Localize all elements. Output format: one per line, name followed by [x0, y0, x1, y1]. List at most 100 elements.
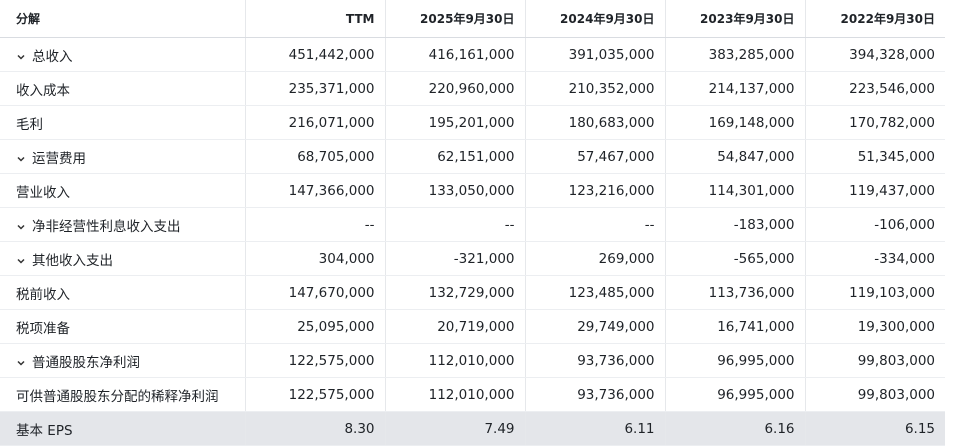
expand-chevron[interactable]: [16, 222, 26, 232]
value-cell: 119,103,000: [804, 275, 945, 310]
row-label-cell: 净非经营性利息收入支出: [0, 207, 245, 242]
row-label-cell: 税项准备: [0, 309, 245, 344]
value-cell: 51,345,000: [804, 139, 945, 174]
value-cell: 113,736,000: [664, 275, 805, 310]
value-cell: 96,995,000: [664, 377, 805, 412]
value-cell: 133,050,000: [384, 173, 525, 208]
chevron-path: [17, 156, 25, 162]
value-cell: 99,803,000: [804, 377, 945, 412]
value-cell: 25,095,000: [244, 309, 385, 344]
value-cell: 54,847,000: [664, 139, 805, 174]
header-cell: 2024年9月30日: [524, 0, 665, 38]
value-cell: 195,201,000: [384, 105, 525, 140]
value-cell: 19,300,000: [804, 309, 945, 344]
row-label: 税前收入: [16, 286, 70, 303]
row-label-cell: 其他收入支出: [0, 241, 245, 276]
table-row: 净非经营性利息收入支出 -- -- -- -183,000 -106,000: [0, 207, 945, 242]
value-cell: 93,736,000: [524, 377, 665, 412]
value-cell: -106,000: [804, 207, 945, 242]
value-cell: 112,010,000: [384, 343, 525, 378]
expand-chevron[interactable]: [16, 358, 26, 368]
table-row: 税前收入 147,670,000 132,729,000 123,485,000 113…: [0, 275, 945, 310]
value-cell: 451,442,000: [244, 37, 385, 72]
table-row: 运营费用 68,705,000 62,151,000 57,467,000 54,847…: [0, 139, 945, 174]
header-cell: TTM: [244, 0, 385, 38]
value-cell: 214,137,000: [664, 71, 805, 106]
row-label-cell: 收入成本: [0, 71, 245, 106]
expand-chevron[interactable]: [16, 52, 26, 62]
value-cell: 123,216,000: [524, 173, 665, 208]
chevron-path: [17, 224, 25, 230]
row-label-cell: 普通股股东净利润: [0, 343, 245, 378]
row-label: 收入成本: [16, 82, 70, 99]
value-cell: 220,960,000: [384, 71, 525, 106]
value-cell: 132,729,000: [384, 275, 525, 310]
row-label: 总收入: [32, 48, 73, 65]
value-cell: --: [524, 207, 665, 242]
value-cell: 416,161,000: [384, 37, 525, 72]
value-cell: --: [244, 207, 385, 242]
row-label: 运营费用: [32, 150, 86, 167]
chevron-path: [17, 258, 25, 264]
row-label: 普通股股东净利润: [32, 354, 140, 371]
value-cell: 147,670,000: [244, 275, 385, 310]
row-label-cell: 运营费用: [0, 139, 245, 174]
row-label: 可供普通股股东分配的稀释净利润: [16, 388, 219, 405]
value-cell: 122,575,000: [244, 343, 385, 378]
row-label-cell: 税前收入: [0, 275, 245, 310]
table-body: 总收入 451,442,000 416,161,000 391,035,000 383,…: [0, 37, 945, 446]
header-cell: 分解: [0, 0, 245, 38]
value-cell: 8.30: [244, 411, 385, 446]
value-cell: 304,000: [244, 241, 385, 276]
value-cell: 68,705,000: [244, 139, 385, 174]
value-cell: 122,575,000: [244, 377, 385, 412]
value-cell: 20,719,000: [384, 309, 525, 344]
value-cell: 180,683,000: [524, 105, 665, 140]
header-cell: 2022年9月30日: [804, 0, 945, 38]
row-label: 其他收入支出: [32, 252, 113, 269]
row-label-cell: 基本 EPS: [0, 411, 245, 446]
value-cell: 269,000: [524, 241, 665, 276]
value-cell: 6.16: [664, 411, 805, 446]
value-cell: 391,035,000: [524, 37, 665, 72]
value-cell: 216,071,000: [244, 105, 385, 140]
table-row: 总收入 451,442,000 416,161,000 391,035,000 383,…: [0, 37, 945, 72]
row-label: 税项准备: [16, 320, 70, 337]
chevron-path: [17, 360, 25, 366]
value-cell: 383,285,000: [664, 37, 805, 72]
table-row: 收入成本 235,371,000 220,960,000 210,352,000 214…: [0, 71, 945, 106]
value-cell: 6.11: [524, 411, 665, 446]
value-cell: 57,467,000: [524, 139, 665, 174]
value-cell: --: [384, 207, 525, 242]
row-label-cell: 总收入: [0, 37, 245, 72]
value-cell: 112,010,000: [384, 377, 525, 412]
value-cell: 170,782,000: [804, 105, 945, 140]
value-cell: 99,803,000: [804, 343, 945, 378]
value-cell: 394,328,000: [804, 37, 945, 72]
table-row: 税项准备 25,095,000 20,719,000 29,749,000 16,741…: [0, 309, 945, 344]
expand-chevron[interactable]: [16, 256, 26, 266]
expand-chevron[interactable]: [16, 154, 26, 164]
value-cell: 123,485,000: [524, 275, 665, 310]
row-label-cell: 可供普通股股东分配的稀释净利润: [0, 377, 245, 412]
value-cell: 93,736,000: [524, 343, 665, 378]
table-row: 基本 EPS 8.30 7.49 6.11 6.16 6.15: [0, 411, 945, 446]
value-cell: 147,366,000: [244, 173, 385, 208]
value-cell: 114,301,000: [664, 173, 805, 208]
value-cell: 29,749,000: [524, 309, 665, 344]
table-row: 其他收入支出 304,000 -321,000 269,000 -565,000 -334…: [0, 241, 945, 276]
value-cell: 96,995,000: [664, 343, 805, 378]
value-cell: 62,151,000: [384, 139, 525, 174]
value-cell: 223,546,000: [804, 71, 945, 106]
header-cell: 2023年9月30日: [664, 0, 805, 38]
row-label-cell: 毛利: [0, 105, 245, 140]
value-cell: -321,000: [384, 241, 525, 276]
value-cell: 210,352,000: [524, 71, 665, 106]
value-cell: 6.15: [804, 411, 945, 446]
value-cell: 169,148,000: [664, 105, 805, 140]
header-cell: 2025年9月30日: [384, 0, 525, 38]
value-cell: 16,741,000: [664, 309, 805, 344]
value-cell: -183,000: [664, 207, 805, 242]
